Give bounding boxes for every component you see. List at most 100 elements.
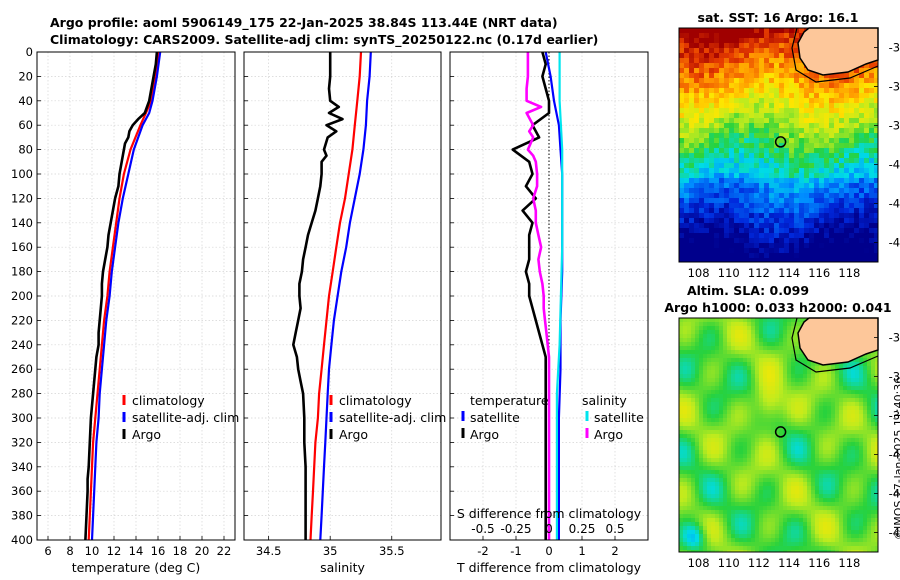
y-tick-label: 240	[11, 338, 33, 352]
y-tick-label: 20	[18, 69, 33, 83]
x-tick-label: 6	[44, 544, 51, 558]
y-tick-label: 360	[11, 484, 33, 498]
y-tick-label: 180	[11, 265, 33, 279]
axes-frame	[449, 51, 649, 541]
x2-tick-label: 0.25	[569, 522, 596, 536]
sla-map-x-tick-label: 118	[838, 556, 860, 570]
legend-label-satellite-adj-clim: satellite-adj. clim	[339, 410, 446, 425]
sst-map-x-tick-label: 112	[748, 266, 770, 280]
sst-map-y-tick-label: -42	[889, 197, 900, 211]
sla-map-x-tick-label: 112	[748, 556, 770, 570]
y-tick-label: 280	[11, 387, 33, 401]
sst-map-x-tick-label: 108	[688, 266, 710, 280]
series-argo	[291, 52, 344, 540]
y-tick-label: 340	[11, 460, 33, 474]
x-axis-label: T difference from climatology	[456, 560, 642, 575]
y-tick-label: 80	[18, 143, 33, 157]
series-climatology	[309, 51, 363, 541]
x-tick-label: 14	[129, 544, 144, 558]
series-argo	[84, 51, 159, 541]
sst-map-y-tick-label: -34	[889, 41, 900, 55]
sla-map-x-tick-label: 116	[808, 556, 830, 570]
legend-label-satellite-adj-clim: satellite-adj. clim	[132, 410, 239, 425]
sla-map-subtitle: Argo h1000: 0.033 h2000: 0.041	[664, 300, 891, 315]
legend-label-argo: Argo	[132, 427, 161, 442]
x2-tick-label: 0.5	[605, 522, 624, 536]
sst-map-y-tick-label: -40	[889, 158, 900, 172]
y-tick-label: 200	[11, 289, 33, 303]
y-tick-label: 120	[11, 191, 33, 205]
x2-axis-label: S difference from climatology	[457, 506, 642, 521]
legend-header-salinity: salinity	[582, 393, 627, 408]
sla-map-title: Altim. SLA: 0.099	[687, 283, 809, 298]
sst-map-x-tick-label: 118	[838, 266, 860, 280]
sst-map-argo-marker	[774, 136, 787, 148]
sla-map-y-tick-label: -40	[889, 448, 900, 462]
legend-label-argo: Argo	[339, 427, 368, 442]
y-tick-label: 160	[11, 240, 33, 254]
x-tick-label: 0	[545, 544, 552, 558]
sla-map-y-tick-label: -44	[889, 526, 900, 540]
series-temperature-argo	[511, 51, 551, 540]
x-tick-label: 1	[578, 544, 585, 558]
sla-map-y-tick-label: -34	[889, 331, 900, 345]
x-tick-label: 16	[151, 544, 166, 558]
sst-map-contour	[791, 27, 879, 83]
title-line-1: Argo profile: aoml 5906149_175 22-Jan-20…	[50, 15, 558, 30]
sst-map-x-tick-label: 110	[718, 266, 740, 280]
series-climatology	[87, 51, 161, 541]
y-tick-label: 400	[11, 533, 33, 547]
legend-label-temperature-satellite: satellite	[470, 410, 520, 425]
sst-map-field	[679, 28, 879, 263]
sla-map-y-tick-label: -36	[889, 370, 900, 384]
x-tick-label: 2	[611, 544, 618, 558]
y-tick-label: 300	[11, 411, 33, 425]
sst-map-x-tick-label: 116	[808, 266, 830, 280]
x-tick-label: 22	[217, 544, 232, 558]
y-tick-label: 260	[11, 362, 33, 376]
sst-map-y-tick-label: -44	[889, 236, 900, 250]
sst-map-y-tick-label: -36	[889, 80, 900, 94]
sla-map-x-tick-label: 114	[778, 556, 800, 570]
y-tick-label: 0	[26, 45, 33, 59]
x-tick-label: 18	[173, 544, 188, 558]
x-tick-label: 12	[107, 544, 122, 558]
sla-map-contour	[791, 317, 879, 373]
x2-tick-label: -0.5	[471, 522, 494, 536]
legend-header-temperature: temperature	[470, 393, 549, 408]
sla-map-y-tick-label: -42	[889, 487, 900, 501]
x-axis-label: temperature (deg C)	[72, 560, 201, 575]
legend-label-climatology: climatology	[132, 393, 205, 408]
y-tick-label: 40	[18, 94, 33, 108]
series-salinity-argo	[525, 52, 551, 540]
sst-map-y-tick-label: -38	[889, 119, 900, 133]
sst-map-frame	[678, 27, 879, 263]
series-salinity-satellite	[555, 52, 564, 540]
sla-map-field	[679, 318, 879, 553]
x-axis-label: salinity	[320, 560, 365, 575]
x-tick-label: 34.5	[256, 544, 282, 558]
x-tick-label: 10	[85, 544, 100, 558]
series-satellite-adj-clim	[319, 51, 372, 541]
x-tick-label: 35.5	[379, 544, 405, 558]
sla-map-x-tick-label: 110	[718, 556, 740, 570]
title-line-2: Climatology: CARS2009. Satellite-adj cli…	[50, 32, 599, 47]
y-tick-label: 320	[11, 435, 33, 449]
y-tick-label: 60	[18, 118, 33, 132]
y-tick-label: 100	[11, 167, 33, 181]
x2-tick-label: -0.25	[500, 522, 531, 536]
y-tick-label: 140	[11, 216, 33, 230]
legend-label-climatology: climatology	[339, 393, 412, 408]
legend-label-temperature-argo: Argo	[470, 427, 499, 442]
x2-tick-label: 0	[545, 522, 553, 536]
x-tick-label: -1	[510, 544, 521, 558]
axes-frame	[36, 51, 236, 541]
axes-frame	[243, 51, 442, 541]
x-tick-label: -2	[477, 544, 488, 558]
sla-map-frame	[678, 317, 879, 553]
legend-label-salinity-argo: Argo	[594, 427, 623, 442]
legend-label-salinity-satellite: satellite	[594, 410, 644, 425]
sla-map-argo-marker	[774, 426, 787, 438]
sla-map-y-tick-label: -38	[889, 409, 900, 423]
